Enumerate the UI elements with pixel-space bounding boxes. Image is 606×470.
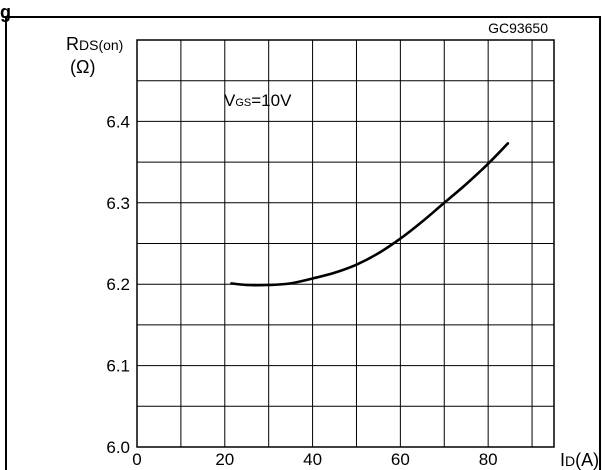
vgs-annotation-main: V (224, 91, 236, 110)
x-axis-label-subscript: D (565, 453, 575, 469)
x-tick-label: 60 (391, 450, 410, 469)
y-axis-label: RDS(on) (66, 34, 123, 54)
page-title-fragment: g (0, 2, 11, 22)
x-axis-label: ID(A) (560, 450, 599, 470)
x-axis-unit: (A) (575, 450, 599, 470)
x-tick-label: 20 (215, 450, 234, 469)
chart-frame (5, 16, 601, 470)
vgs-annotation-subscript: GS (235, 97, 251, 109)
grid (137, 40, 554, 447)
rds-on-curve (230, 142, 510, 287)
vgs-annotation-value: =10V (251, 91, 292, 110)
y-tick-label: 6.1 (106, 357, 130, 376)
plot-area-border (136, 39, 555, 448)
tick-labels: 0 20 40 60 80 6.0 6.1 6.2 6.3 6.4 (106, 112, 497, 469)
x-tick-label: 40 (303, 450, 322, 469)
figure-code: GC93650 (488, 20, 548, 36)
y-tick-label: 6.3 (106, 194, 130, 213)
vgs-annotation: VGS=10V (224, 91, 292, 110)
x-axis-label-main: I (560, 450, 565, 470)
y-axis-label-subscript: DS(on) (79, 37, 123, 53)
y-tick-label: 6.2 (106, 275, 130, 294)
y-axis-unit: (Ω) (70, 57, 95, 77)
y-axis-label-main: R (66, 34, 79, 54)
series-layer (230, 142, 510, 287)
x-tick-label: 80 (479, 450, 498, 469)
y-tick-label: 6.4 (106, 112, 130, 131)
x-tick-label: 0 (132, 450, 141, 469)
y-tick-label: 6.0 (106, 438, 130, 457)
